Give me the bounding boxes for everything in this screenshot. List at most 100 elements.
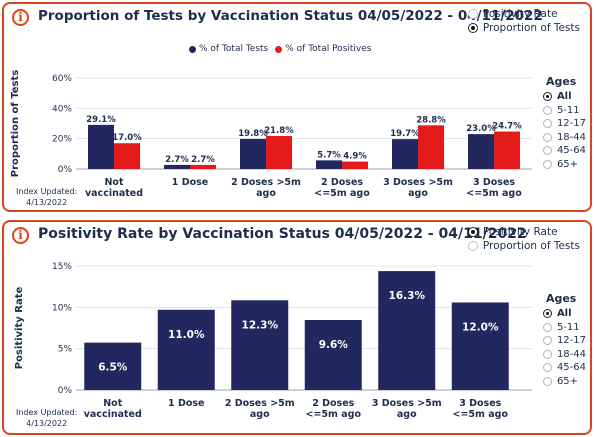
age-option-18-44[interactable]: 18-44	[542, 131, 586, 145]
ages-title: Ages	[545, 292, 577, 305]
x-tick-label: 3 Doses	[459, 398, 501, 409]
radio-dot	[542, 146, 552, 156]
x-tick-label: 2 Doses >5m	[225, 398, 295, 409]
x-tick-label: 1 Dose	[172, 177, 208, 188]
bar	[342, 161, 368, 169]
bar	[164, 164, 190, 169]
data-label: 24.7%	[492, 122, 522, 132]
radio-dot	[542, 105, 552, 115]
y-tick-label: 60%	[52, 74, 72, 84]
data-label: 2.7%	[165, 155, 189, 165]
bar	[304, 319, 362, 390]
radio-positivity-rate[interactable]: Positivity Rate	[467, 225, 580, 239]
age-option-45-64[interactable]: 45-64	[542, 361, 586, 375]
radio-positivity-rate[interactable]: Positivity Rate	[467, 7, 580, 21]
info-icon[interactable]: i	[12, 227, 29, 244]
proportion-of-tests-panel: i Proportion of Tests by Vaccination Sta…	[2, 2, 592, 212]
x-tick-label: 1 Dose	[168, 398, 204, 409]
y-tick-label: 5%	[58, 345, 73, 355]
x-tick-label: ago	[256, 188, 276, 199]
x-tick-label: ago	[397, 409, 417, 420]
panel-title: Positivity Rate by Vaccination Status 04…	[38, 226, 527, 242]
y-tick-label: 10%	[52, 303, 72, 313]
y-axis-label: Proportion of Tests	[10, 70, 21, 177]
info-icon[interactable]: i	[12, 9, 29, 26]
y-axis-label: Positivity Rate	[14, 287, 25, 370]
x-tick-label: Not	[104, 177, 123, 188]
radio-dot	[467, 241, 478, 251]
data-label: 21.8%	[264, 126, 294, 136]
x-tick-label: 2 Doses	[312, 398, 354, 409]
metric-radio-group: Positivity Rate Proportion of Tests	[467, 7, 580, 35]
x-tick-label: ago	[250, 409, 270, 420]
ages-filter: Ages All 5-11 12-17 18-44 45-64 65+	[542, 75, 586, 172]
radio-dot	[542, 132, 552, 142]
radio-label: Proportion of Tests	[482, 240, 580, 252]
age-label: 65+	[556, 375, 579, 387]
age-option-all[interactable]: All	[542, 90, 586, 104]
x-tick-label: 2 Doses >5m	[231, 177, 301, 188]
age-option-65-plus[interactable]: 65+	[542, 375, 586, 389]
radio-proportion-of-tests[interactable]: Proportion of Tests	[467, 239, 580, 253]
bar	[190, 164, 216, 169]
data-label: 4.9%	[343, 152, 367, 162]
x-tick-label: <=5m ago	[306, 409, 362, 420]
x-tick-label: <=5m ago	[466, 188, 522, 199]
age-option-45-64[interactable]: 45-64	[542, 144, 586, 158]
age-option-18-44[interactable]: 18-44	[542, 348, 586, 362]
age-label: All	[556, 308, 572, 320]
data-label: 11.0%	[168, 329, 205, 341]
radio-dot	[467, 227, 478, 237]
age-label: 18-44	[556, 131, 586, 143]
bar	[88, 124, 114, 169]
age-label: 65+	[556, 158, 579, 170]
data-label: 2.7%	[191, 155, 215, 165]
radio-label: Proportion of Tests	[482, 22, 580, 34]
radio-proportion-of-tests[interactable]: Proportion of Tests	[467, 21, 580, 35]
y-tick-label: 0%	[58, 386, 73, 396]
age-label: 45-64	[556, 362, 586, 374]
age-label: 18-44	[556, 348, 586, 360]
bar	[418, 125, 444, 169]
x-tick-label: 3 Doses	[473, 177, 515, 188]
radio-dot	[542, 363, 552, 373]
x-tick-label: vaccinated	[84, 409, 142, 420]
bar	[494, 131, 520, 169]
index-updated: Index Updated: 4/13/2022	[16, 186, 77, 208]
data-label: 29.1%	[86, 115, 116, 125]
ages-title: Ages	[545, 75, 577, 88]
index-updated-date: 4/13/2022	[26, 419, 68, 428]
x-tick-label: 3 Doses >5m	[372, 398, 442, 409]
radio-dot	[542, 322, 552, 332]
panel-title: Proportion of Tests by Vaccination Statu…	[38, 8, 543, 24]
radio-dot	[542, 349, 552, 359]
bar	[157, 309, 215, 390]
age-option-65-plus[interactable]: 65+	[542, 158, 586, 172]
radio-dot	[542, 159, 552, 169]
age-option-5-11[interactable]: 5-11	[542, 104, 586, 118]
bar	[468, 134, 494, 169]
data-label: 19.7%	[390, 129, 420, 139]
y-tick-label: 20%	[52, 135, 72, 145]
age-option-12-17[interactable]: 12-17	[542, 117, 586, 131]
radio-dot	[542, 309, 552, 319]
bar	[378, 271, 436, 390]
age-label: All	[556, 91, 572, 103]
age-option-all[interactable]: All	[542, 307, 586, 321]
age-option-12-17[interactable]: 12-17	[542, 334, 586, 348]
age-label: 12-17	[556, 335, 586, 347]
bar	[114, 143, 140, 169]
x-tick-label: vaccinated	[85, 188, 143, 199]
y-tick-label: 0%	[58, 165, 73, 175]
y-tick-label: 40%	[52, 104, 72, 114]
positivity-rate-chart: 0% 5% 10% 15% Positivity Rate 6.5% Notvaccinat…	[14, 262, 532, 420]
data-label: 28.8%	[416, 115, 446, 125]
legend-item-total-tests: % of Total Tests	[189, 44, 268, 54]
x-tick-label: Not	[103, 398, 122, 409]
data-label: 5.7%	[317, 150, 341, 160]
y-tick-label: 15%	[52, 262, 72, 272]
bar	[266, 135, 292, 169]
age-option-5-11[interactable]: 5-11	[542, 321, 586, 335]
x-tick-label: 2 Doses	[321, 177, 363, 188]
data-label: 16.3%	[389, 290, 426, 302]
